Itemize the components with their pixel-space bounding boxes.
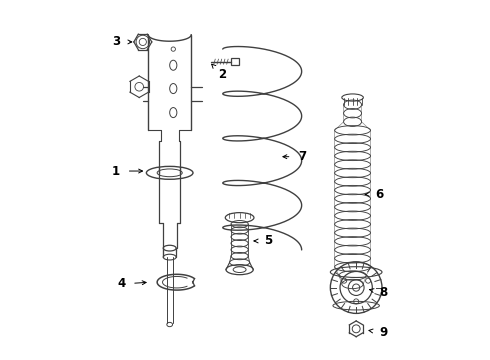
Text: 5: 5: [264, 234, 272, 247]
Text: 7: 7: [298, 150, 306, 163]
Text: 3: 3: [112, 35, 120, 49]
Text: 8: 8: [379, 287, 387, 300]
Text: 6: 6: [375, 188, 384, 201]
Bar: [231, 58, 239, 65]
Text: 4: 4: [117, 278, 125, 291]
Text: 1: 1: [112, 165, 120, 177]
Text: 2: 2: [218, 68, 226, 81]
Text: 9: 9: [379, 326, 387, 339]
